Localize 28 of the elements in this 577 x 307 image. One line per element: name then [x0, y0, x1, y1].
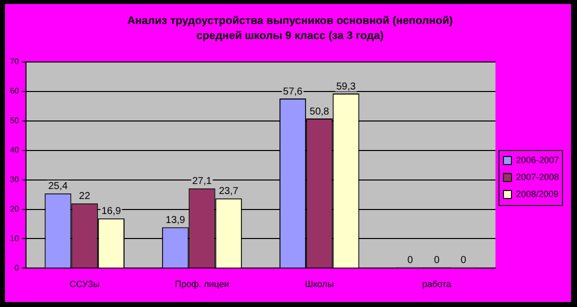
x-tick-label: Проф. лицеи: [174, 279, 230, 290]
legend-label: 2006-2007: [516, 154, 560, 165]
legend-label: 2008/2009: [516, 188, 559, 199]
data-label: 0: [434, 254, 440, 266]
data-label: 23,7: [218, 186, 239, 198]
x-tick-label: ССУЗы: [70, 279, 100, 290]
y-tick-label: 40: [10, 146, 20, 155]
x-tick-label: Школы: [304, 279, 334, 290]
data-label: 16,9: [101, 206, 122, 218]
data-label: 25,4: [48, 181, 68, 192]
y-tick-label: 70: [10, 57, 20, 66]
y-tick-label: 0: [14, 263, 20, 272]
y-tick-label: 10: [10, 234, 20, 243]
legend-label: 2007-2008: [516, 172, 560, 182]
x-tick-label: работа: [422, 279, 452, 290]
data-label: 59,3: [336, 81, 356, 92]
y-tick-label: 50: [10, 116, 20, 126]
data-label: 27,1: [192, 176, 212, 188]
y-tick-label: 60: [10, 86, 20, 96]
y-tick-label: 20: [10, 204, 20, 214]
chart-title: Анализ трудоустройства выпусников основной (неполной) средней школы 9 класс (за 3 года): [126, 14, 454, 44]
data-label: 22: [79, 191, 91, 202]
data-label: 57,6: [283, 86, 303, 98]
data-label: 13,9: [166, 215, 186, 226]
y-tick-label: 30: [10, 175, 20, 184]
data-label: 50,8: [310, 106, 330, 118]
data-label: 0: [407, 254, 414, 266]
data-label: 0: [460, 254, 467, 266]
